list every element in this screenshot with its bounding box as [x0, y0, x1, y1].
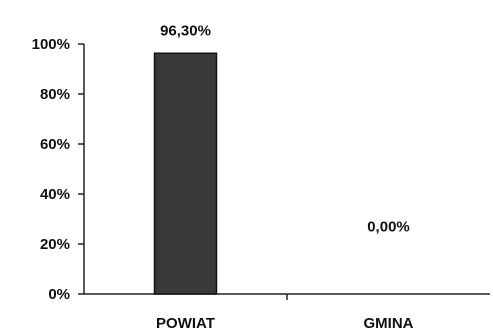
y-tick-label: 100% [32, 36, 70, 53]
data-label-powiat: 96,30% [160, 22, 211, 39]
y-tick-label: 80% [40, 86, 70, 103]
category-label-powiat: POWIAT [156, 315, 215, 332]
y-tick-label: 0% [48, 286, 70, 303]
y-tick-label: 20% [40, 236, 70, 253]
axes [83, 44, 490, 300]
data-label-gmina: 0,00% [367, 219, 410, 236]
y-tick-label: 60% [40, 136, 70, 153]
bars [153, 52, 218, 295]
labels: 96,30% POWIAT 0,00% GMINA [156, 22, 414, 332]
bar-powiat [153, 52, 218, 295]
y-ticks: 0% 20% 40% 60% 80% 100% [32, 36, 84, 303]
y-tick-label: 40% [40, 186, 70, 203]
category-label-gmina: GMINA [364, 315, 414, 332]
